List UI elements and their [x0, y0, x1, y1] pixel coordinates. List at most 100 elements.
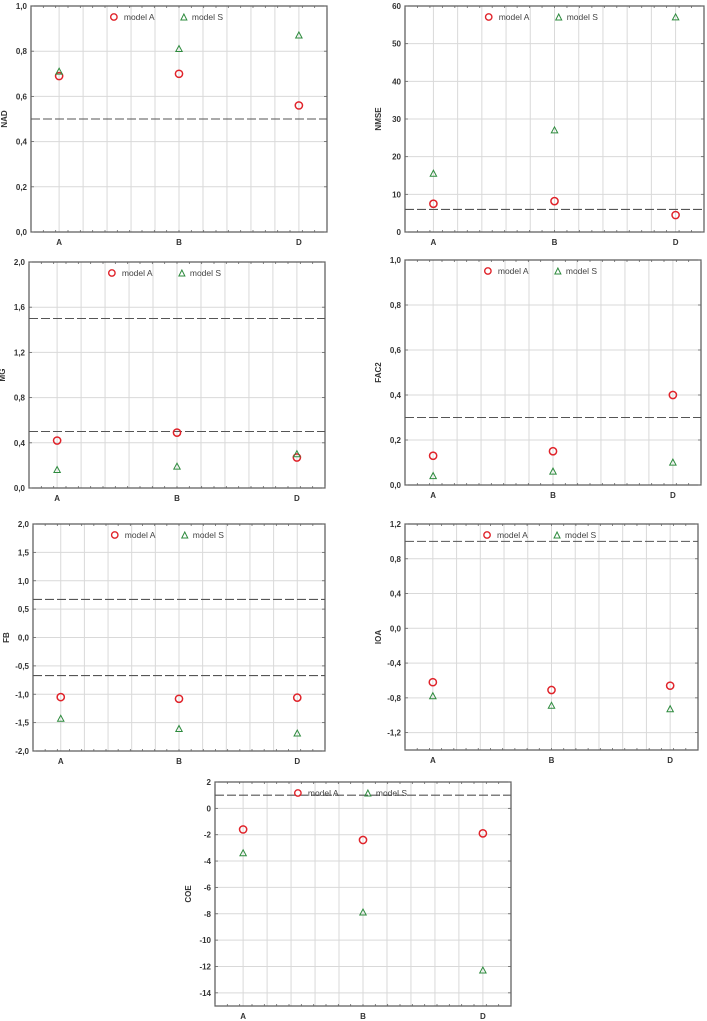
- data-point-model-s: [428, 691, 437, 700]
- y-tick-label: -1,5: [15, 719, 29, 728]
- legend-label-model-a: model A: [308, 788, 339, 798]
- y-tick-label: 1,6: [14, 303, 26, 312]
- y-tick-label: -4: [204, 857, 212, 866]
- x-tick-label: D: [670, 491, 676, 500]
- x-tick-label: B: [176, 757, 182, 766]
- y-tick-label: -10: [199, 936, 211, 945]
- y-tick-label: 0,4: [390, 391, 402, 400]
- legend: model A model S: [107, 268, 221, 278]
- legend: model A model S: [109, 12, 224, 22]
- triangle-marker-icon: [180, 530, 189, 539]
- y-axis-label: NMSE: [374, 107, 383, 131]
- x-tick-label: D: [294, 494, 300, 503]
- chart-fac2: 0,0 0,2 0,4 0,6 0,8 1,0 A B D FAC2 model A model S: [374, 256, 702, 500]
- data-point-model-a: [238, 825, 248, 834]
- y-tick-label: -6: [204, 883, 212, 892]
- legend: model A model S: [110, 530, 225, 540]
- chart-coe: -14 -12 -10 -8 -6 -4 -2 0 2 A B D COE model A model S: [184, 778, 512, 1021]
- data-point-model-a: [174, 694, 184, 704]
- y-tick-label: 0,0: [14, 484, 26, 493]
- data-point-model-s: [478, 965, 487, 974]
- y-axis-label: MG: [0, 369, 7, 382]
- data-point-model-a: [172, 428, 182, 437]
- y-tick-label: 1,2: [14, 348, 26, 357]
- data-point-model-s: [547, 701, 556, 709]
- chart-nmse: 0 10 20 30 40 50 60 A B D NMSE model A model S: [374, 2, 705, 247]
- y-tick-label: 0,4: [16, 138, 28, 147]
- y-tick-label: 0,6: [390, 346, 402, 355]
- y-tick-label: -1,2: [387, 729, 401, 738]
- data-point-model-a: [294, 101, 304, 110]
- y-tick-label: 0,4: [390, 590, 402, 599]
- data-point-model-s: [292, 449, 301, 458]
- legend-label-model-s: model S: [376, 788, 408, 798]
- y-tick-label: 0,2: [16, 183, 28, 192]
- y-tick-label: 40: [392, 77, 401, 86]
- legend-label-model-a: model A: [124, 12, 155, 22]
- data-point-model-s: [293, 728, 302, 737]
- y-axis-label: COE: [184, 885, 193, 903]
- y-axis-label: FAC2: [374, 362, 383, 383]
- circle-marker-icon: [109, 13, 118, 21]
- data-point-model-s: [429, 471, 438, 480]
- y-tick-label: 2: [207, 778, 212, 787]
- y-tick-label: 60: [392, 2, 401, 11]
- data-point-model-a: [358, 835, 368, 845]
- data-point-model-s: [358, 907, 368, 916]
- legend-label-model-a: model A: [499, 12, 530, 22]
- triangle-marker-icon: [554, 12, 563, 21]
- y-tick-label: 20: [392, 153, 401, 162]
- y-tick-label: 0,6: [16, 92, 28, 101]
- x-tick-label: A: [58, 757, 64, 766]
- data-point-model-s: [550, 125, 559, 134]
- circle-marker-icon: [484, 13, 493, 21]
- grid: [405, 524, 698, 750]
- data-point-model-s: [56, 714, 65, 722]
- y-tick-label: 0,0: [16, 228, 28, 237]
- y-tick-label: 10: [392, 190, 401, 199]
- y-tick-label: 1,0: [16, 2, 28, 11]
- y-tick-label: -8: [204, 910, 212, 919]
- data-point-model-s: [55, 67, 64, 75]
- data-point-model-s: [671, 12, 680, 21]
- y-tick-label: 0,4: [14, 439, 26, 448]
- data-point-model-a: [429, 199, 438, 209]
- x-tick-label: A: [431, 238, 437, 247]
- y-axis-label: FB: [2, 632, 11, 643]
- circle-marker-icon: [293, 789, 302, 797]
- data-point-model-a: [671, 210, 680, 220]
- y-tick-label: 2,0: [18, 520, 30, 529]
- y-axis-label: NAD: [0, 110, 9, 128]
- data-point-model-a: [668, 390, 678, 400]
- circle-marker-icon: [483, 531, 491, 539]
- data-point-model-s: [429, 169, 438, 177]
- y-tick-label: 1,0: [390, 256, 402, 265]
- triangle-marker-icon: [554, 266, 562, 275]
- legend-label-model-s: model S: [192, 12, 224, 22]
- legend-label-model-s: model S: [566, 266, 598, 276]
- data-point-model-a: [292, 453, 302, 462]
- y-tick-label: 50: [392, 40, 401, 49]
- chart-fb: -2,0 -1,5 -1,0 -0,5 0,0 0,5 1,0 1,5 2,0 A B D FB mode…: [2, 520, 326, 766]
- legend: model A model S: [483, 266, 598, 276]
- legend-label-model-s: model S: [193, 530, 225, 540]
- triangle-marker-icon: [178, 268, 186, 277]
- y-tick-label: 0,2: [390, 436, 402, 445]
- y-tick-label: 0: [207, 804, 212, 813]
- y-tick-label: -0,5: [15, 662, 29, 671]
- data-point-model-a: [292, 693, 302, 703]
- y-tick-label: 30: [392, 115, 401, 124]
- data-point-model-s: [294, 30, 303, 39]
- x-tick-label: D: [296, 238, 302, 247]
- x-tick-label: D: [667, 756, 673, 765]
- legend: model A model S: [484, 12, 598, 22]
- x-tick-label: B: [549, 756, 555, 765]
- triangle-marker-icon: [364, 788, 372, 797]
- legend: model A model S: [483, 530, 597, 540]
- y-tick-label: -2: [204, 831, 212, 840]
- data-point-model-s: [239, 848, 248, 857]
- y-tick-label: 0,0: [390, 481, 402, 490]
- chart-mg: 0,0 0,4 0,8 1,2 1,6 2,0 A B D MG model A model S: [0, 258, 326, 503]
- y-tick-label: -14: [199, 989, 211, 998]
